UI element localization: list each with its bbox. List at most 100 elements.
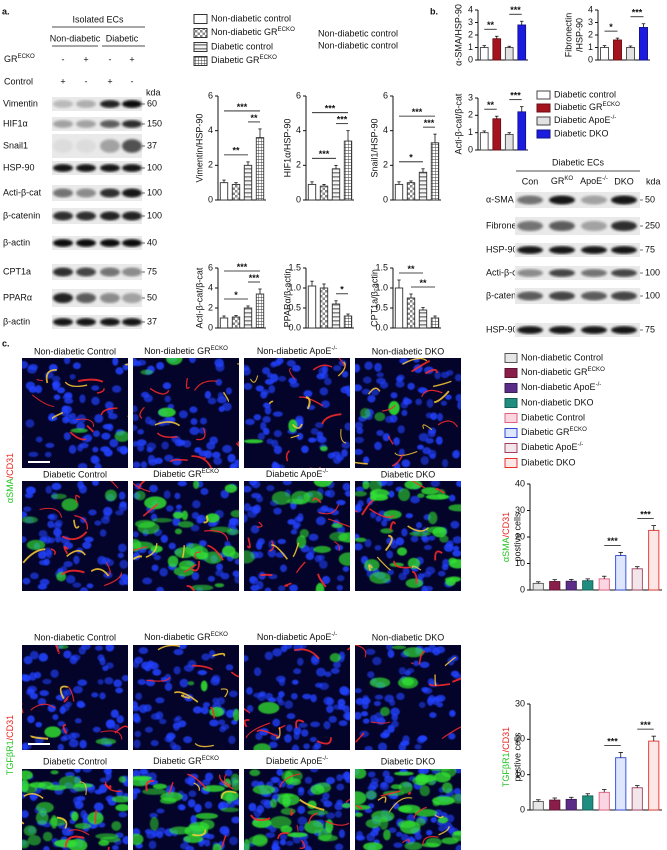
nucleus [367, 784, 377, 792]
nucleus [70, 654, 81, 661]
bar [331, 303, 341, 329]
red-signal [410, 662, 414, 665]
green-signal [142, 788, 167, 795]
sign: - [131, 76, 134, 86]
error-bar [495, 115, 499, 119]
y-axis-label: TGFβR1/CD31 [501, 727, 511, 787]
nucleus [319, 387, 329, 396]
nucleus [417, 386, 427, 393]
sign: - [62, 54, 65, 64]
row-label: GRECKO [4, 53, 35, 64]
legend-swatch [536, 116, 551, 126]
nucleus [298, 722, 308, 728]
nucleus [395, 376, 403, 383]
green-signal [22, 516, 38, 524]
nucleus [337, 698, 346, 707]
nucleus [47, 514, 55, 520]
nucleus [278, 375, 287, 382]
nucleus [214, 358, 224, 368]
nucleus [435, 436, 443, 445]
green-signal [338, 532, 350, 543]
nucleus [50, 669, 59, 678]
nucleus [153, 554, 162, 561]
green-signal [50, 770, 59, 775]
nucleus [98, 784, 108, 794]
nucleus [436, 702, 444, 708]
red-signal [295, 719, 305, 729]
green-signal [225, 791, 233, 805]
nucleus [162, 382, 172, 390]
nucleus [146, 831, 156, 839]
red-signal [424, 368, 438, 375]
red-signal [402, 358, 428, 365]
green-signal [365, 790, 377, 800]
nucleus [22, 536, 27, 543]
green-signal [299, 528, 309, 538]
nucleus [42, 678, 52, 685]
nucleus [244, 364, 250, 371]
nucleus [44, 451, 52, 458]
bar [517, 111, 527, 151]
nucleus [355, 697, 365, 706]
nucleus [94, 645, 103, 651]
stain-label: TGFβR1/CD31 [5, 715, 15, 775]
blot-label: Acti-β-cat [3, 187, 42, 197]
nucleus [346, 388, 350, 397]
nucleus [396, 692, 405, 701]
bar [343, 315, 353, 329]
nucleus [209, 436, 218, 445]
y-tick-label: 2 [588, 29, 593, 39]
red-signal [36, 379, 43, 382]
nucleus [133, 413, 139, 422]
text-part: -/- [611, 114, 617, 121]
nucleus [355, 436, 365, 444]
blot-strip [515, 323, 640, 337]
green-signal [313, 481, 332, 487]
micrograph [22, 645, 128, 750]
nucleus [310, 769, 319, 773]
nucleus [68, 739, 79, 748]
blot-band [581, 326, 607, 334]
red-signal [186, 585, 195, 591]
blot-band [611, 291, 637, 301]
error-bar [585, 578, 591, 581]
error-bar [322, 183, 326, 187]
nucleus [380, 781, 387, 788]
red-signal [60, 569, 85, 576]
significance-label: *** [337, 115, 348, 125]
nucleus [374, 441, 382, 451]
panel-label: c. [2, 338, 10, 348]
red-signal [338, 358, 346, 367]
red-signal [30, 703, 56, 711]
green-signal [365, 818, 381, 829]
nucleus [326, 812, 336, 820]
nucleus [381, 519, 388, 527]
error-bar [246, 161, 250, 166]
nucleus [79, 739, 87, 749]
nucleus [227, 453, 236, 463]
nucleus [280, 645, 288, 653]
red-signal [94, 810, 98, 824]
blot-band [100, 318, 120, 326]
text-part: Diabetic GR [554, 102, 603, 112]
green-signal [178, 560, 195, 570]
nucleus [197, 514, 206, 523]
red-signal [193, 782, 200, 791]
legend-swatch [193, 56, 208, 66]
nucleus [296, 432, 304, 441]
blot-label: β-actin [3, 237, 30, 247]
nucleus [388, 827, 397, 833]
nucleus [415, 522, 423, 529]
nucleus [73, 555, 80, 565]
error-bar [234, 182, 238, 185]
green-signal [51, 493, 67, 500]
red-signal [356, 804, 363, 810]
nucleus [367, 771, 376, 778]
nucleus [244, 382, 253, 390]
green-signal [425, 494, 450, 500]
green-signal [416, 774, 436, 783]
nucleus [355, 486, 365, 492]
image-title: Non-diabetic DKO [372, 632, 445, 642]
nucleus [427, 449, 437, 458]
green-signal [363, 842, 383, 850]
